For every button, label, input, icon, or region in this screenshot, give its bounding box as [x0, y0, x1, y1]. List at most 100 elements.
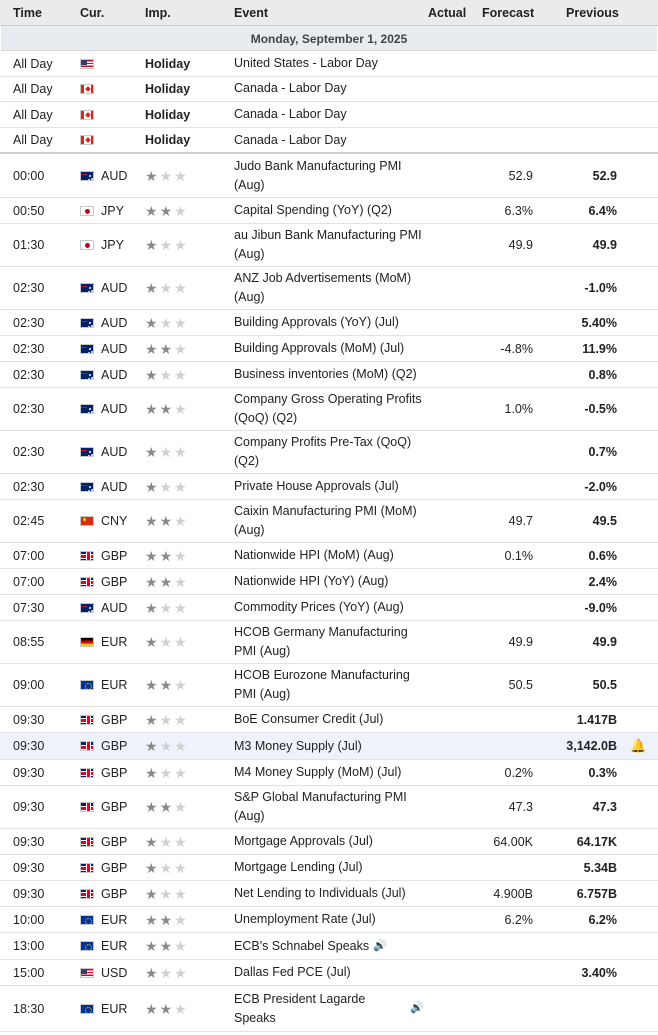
table-row[interactable]: 07:00 GBP ★★★ Nationwide HPI (YoY) (Aug) 2.4… — [0, 569, 658, 595]
event-name[interactable]: M4 Money Supply (MoM) (Jul) — [234, 765, 402, 779]
table-row[interactable]: 09:30 GBP ★★★ S&P Global Manufacturing PMI … — [0, 786, 658, 829]
holiday-row[interactable]: All Day Holiday United States - Labor Day — [0, 51, 658, 77]
holiday-row[interactable]: All Day Holiday Canada - Labor Day — [0, 102, 658, 128]
currency-code: GBP — [101, 574, 128, 589]
event-name[interactable]: Building Approvals (YoY) (Jul) — [234, 315, 399, 329]
table-row[interactable]: 00:50 JPY ★★★ Capital Spending (YoY) (Q2) 6.… — [0, 198, 658, 224]
star-empty-icon: ★ — [174, 833, 189, 850]
col-currency[interactable]: Cur. — [80, 6, 105, 20]
table-row[interactable]: 09:30 GBP ★★★ Net Lending to Individuals (J… — [0, 881, 658, 907]
alert-cell[interactable]: 🔔 — [630, 733, 646, 759]
event-name[interactable]: Nationwide HPI (YoY) (Aug) — [234, 574, 389, 588]
table-row[interactable]: 10:00 EUR ★★★ Unemployment Rate (Jul) 6.2% 6.… — [0, 907, 658, 933]
event-name[interactable]: Capital Spending (YoY) (Q2) — [234, 203, 392, 217]
table-row[interactable]: 02:30 AUD ★★★ Company Gross Operating Profi… — [0, 388, 658, 431]
event-name[interactable]: Private House Approvals (Jul) — [234, 479, 399, 493]
event-name[interactable]: Mortgage Approvals (Jul) — [234, 834, 373, 848]
event-name[interactable]: Commodity Prices (YoY) (Aug) — [234, 600, 404, 614]
table-row[interactable]: 18:30 EUR ★★★ ECB President Lagarde Speaks 🔊 — [0, 986, 658, 1032]
table-row[interactable]: 00:00 AUD ★★★ Judo Bank Manufacturing PMI (… — [0, 155, 658, 198]
event-name[interactable]: Canada - Labor Day — [234, 107, 347, 121]
star-filled-icon: ★ — [145, 444, 160, 460]
event-name[interactable]: ECB's Schnabel Speaks 🔊 — [234, 933, 424, 959]
holiday-row[interactable]: All Day Holiday Canada - Labor Day — [0, 76, 658, 102]
event-time: 02:30 — [13, 341, 45, 356]
table-row[interactable]: 02:45 CNY ★★★ Caixin Manufacturing PMI (MoM… — [0, 500, 658, 543]
event-name[interactable]: Dallas Fed PCE (Jul) — [234, 965, 351, 979]
currency-code: GBP — [101, 886, 128, 901]
event-name[interactable]: BoE Consumer Credit (Jul) — [234, 712, 384, 726]
table-row[interactable]: 09:30 GBP ★★★ Mortgage Approvals (Jul) 64.00… — [0, 829, 658, 855]
table-row[interactable]: 02:30 AUD ★★★ Business inventories (MoM) (Q… — [0, 362, 658, 388]
forecast-value: 49.9 — [508, 238, 533, 252]
table-row[interactable]: 09:30 GBP ★★★ BoE Consumer Credit (Jul) 1.41… — [0, 707, 658, 733]
currency-code: EUR — [101, 912, 128, 927]
col-previous[interactable]: Previous — [566, 6, 619, 20]
event-name[interactable]: Building Approvals (MoM) (Jul) — [234, 341, 405, 355]
event-name[interactable]: HCOB Germany Manufacturing PMI (Aug) — [234, 625, 408, 658]
forecast-value: 47.3 — [508, 800, 533, 814]
holiday-row[interactable]: All Day Holiday Canada - Labor Day — [0, 128, 658, 154]
event-name[interactable]: United States - Labor Day — [234, 56, 378, 70]
importance-stars: ★★★ — [145, 766, 189, 780]
event-time: 09:30 — [13, 800, 45, 814]
event-name[interactable]: Nationwide HPI (MoM) (Aug) — [234, 548, 394, 562]
importance-rating: ★★★ — [145, 543, 189, 568]
event-name[interactable]: Judo Bank Manufacturing PMI (Aug) — [234, 159, 402, 192]
flag-cell — [80, 51, 94, 76]
bell-plus-icon[interactable]: 🔔 — [630, 738, 647, 753]
table-row[interactable]: 08:55 EUR ★★★ HCOB Germany Manufacturing PM… — [0, 621, 658, 664]
flag-cell — [80, 621, 94, 663]
event-name[interactable]: ECB President Lagarde Speaks 🔊 — [234, 991, 424, 1025]
currency-code: JPY — [101, 203, 124, 218]
currency-code: CNY — [101, 514, 128, 528]
forecast-value: 0.1% — [504, 548, 534, 563]
col-forecast[interactable]: Forecast — [482, 6, 535, 20]
flag-cell — [80, 543, 94, 568]
table-row[interactable]: 09:30 GBP ★★★ M4 Money Supply (MoM) (Jul) 0.… — [0, 760, 658, 786]
event-name[interactable]: Company Gross Operating Profits (QoQ) (Q… — [234, 392, 422, 425]
table-row[interactable]: 01:30 JPY ★★★ au Jibun Bank Manufacturing P… — [0, 224, 658, 267]
flag-cell — [80, 829, 94, 854]
currency-code: AUD — [101, 169, 128, 183]
event-name[interactable]: Caixin Manufacturing PMI (MoM) (Aug) — [234, 504, 417, 537]
table-row[interactable]: 09:00 EUR ★★★ HCOB Eurozone Manufacturing P… — [0, 664, 658, 707]
event-name[interactable]: Business inventories (MoM) (Q2) — [234, 367, 417, 381]
table-row[interactable]: 15:00 USD ★★★ Dallas Fed PCE (Jul) 3.40% — [0, 960, 658, 986]
event-name[interactable]: Mortgage Lending (Jul) — [234, 860, 363, 874]
event-time: 09:30 — [13, 739, 45, 753]
date-header: Monday, September 1, 2025 — [1, 26, 657, 51]
table-row[interactable]: 02:30 AUD ★★★ Private House Approvals (Jul)… — [0, 474, 658, 500]
table-row[interactable]: 07:00 GBP ★★★ Nationwide HPI (MoM) (Aug) 0.1… — [0, 543, 658, 569]
event-name[interactable]: M3 Money Supply (Jul) — [234, 738, 362, 753]
forecast-value: 64.00K — [493, 834, 533, 849]
event-name[interactable]: ANZ Job Advertisements (MoM) (Aug) — [234, 271, 412, 304]
table-row[interactable]: 09:30 GBP ★★★ Mortgage Lending (Jul) 5.34B — [0, 855, 658, 881]
col-importance[interactable]: Imp. — [145, 6, 171, 20]
col-event[interactable]: Event — [234, 6, 269, 20]
table-row[interactable]: 02:30 AUD ★★★ ANZ Job Advertisements (MoM) … — [0, 267, 658, 310]
us-flag-icon — [80, 967, 94, 978]
event-name[interactable]: Canada - Labor Day — [234, 81, 347, 95]
flag-cell — [80, 155, 94, 197]
table-row[interactable]: 02:30 AUD ★★★ Building Approvals (MoM) (Jul… — [0, 336, 658, 362]
event-name[interactable]: Unemployment Rate (Jul) — [234, 912, 376, 926]
table-row[interactable]: 02:30 AUD ★★★ Company Profits Pre-Tax (QoQ)… — [0, 431, 658, 474]
event-name[interactable]: Net Lending to Individuals (Jul) — [234, 886, 406, 900]
event-name[interactable]: S&P Global Manufacturing PMI (Aug) — [234, 790, 407, 823]
flag-cell — [80, 933, 94, 959]
table-row[interactable]: 13:00 EUR ★★★ ECB's Schnabel Speaks 🔊 — [0, 933, 658, 960]
event-name[interactable]: Canada - Labor Day — [234, 132, 347, 147]
col-actual[interactable]: Actual — [428, 6, 467, 20]
star-filled-icon: ★ — [145, 314, 160, 331]
importance-rating: ★★★ — [145, 474, 189, 499]
event-name[interactable]: au Jibun Bank Manufacturing PMI (Aug) — [234, 228, 422, 261]
col-time[interactable]: Time — [13, 6, 42, 20]
table-row[interactable]: 07:30 AUD ★★★ Commodity Prices (YoY) (Aug) -… — [0, 595, 658, 621]
event-name[interactable]: Company Profits Pre-Tax (QoQ) (Q2) — [234, 435, 412, 468]
table-row[interactable]: 02:30 AUD ★★★ Building Approvals (YoY) (Jul… — [0, 310, 658, 336]
event-name[interactable]: HCOB Eurozone Manufacturing PMI (Aug) — [234, 668, 410, 701]
table-row[interactable]: 09:30 GBP ★★★ M3 Money Supply (Jul) 3,142.0B… — [0, 733, 658, 760]
previous-value: 0.6% — [588, 548, 618, 563]
star-empty-icon: ★ — [174, 202, 189, 219]
